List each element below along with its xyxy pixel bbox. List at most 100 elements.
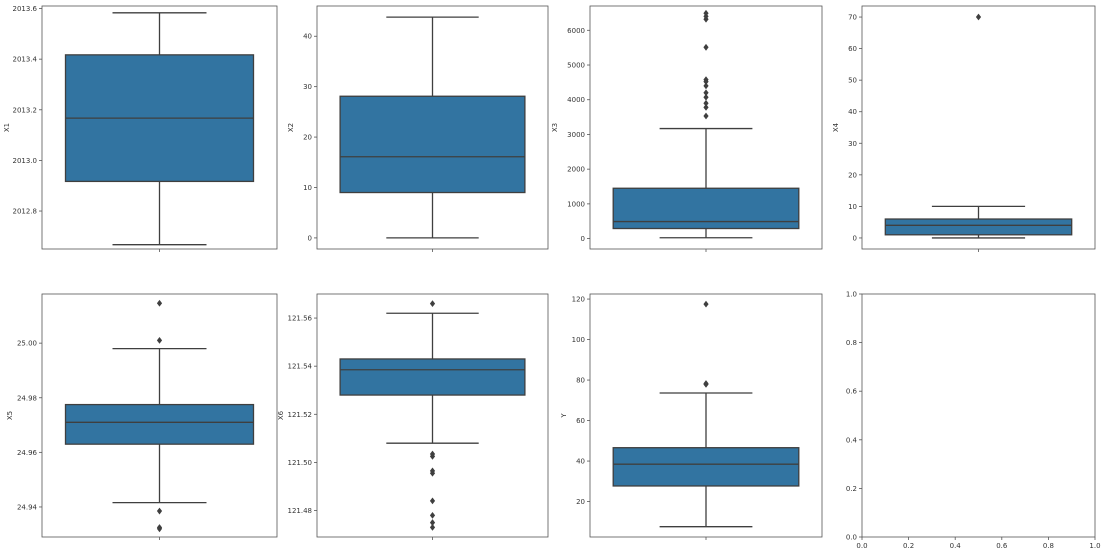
y-tick-label: 24.96 [17,449,38,457]
subplot-1: 2012.8 2013.0 2013.2 2013.4 2013.6 X1 [3,5,278,252]
y-tick-label: 0 [853,234,857,242]
axes-frame [41,293,278,538]
outlier-point [429,450,436,458]
y-tick-label: 30 [303,83,312,91]
y-tick-label: 6000 [567,27,585,35]
y-tick-label: 60 [576,417,585,425]
y-tick-label: 0 [581,235,585,243]
iqr-box [339,358,526,396]
y-tick-label: 24.98 [17,394,37,402]
outlier-point [703,89,709,97]
iqr-box [612,447,800,487]
subplot-6: 121.48 121.50 121.52 121.54 121.56 X6 [277,293,549,540]
outlier-point [156,507,163,515]
y-tick-label: 50 [848,77,857,85]
y-tick-label: 20 [576,498,585,506]
y-axis-label: X4 [832,122,840,132]
axes-frame [316,5,549,250]
outlier-point [703,82,709,90]
outlier-point [429,300,436,308]
outlier-point [703,300,709,308]
outlier-point [975,13,982,21]
y-tick-label: 121.56 [288,315,313,323]
subplot-3: 0 1000 2000 3000 4000 5000 6000 X3 [551,5,823,252]
y-axis-label: X5 [6,411,14,420]
y-tick-label: 0.4 [846,436,858,444]
iqr-box [884,218,1073,236]
outlier-point [429,497,436,505]
y-tick-label: 1.0 [846,291,857,299]
x-tick-label: 0.8 [1043,542,1054,550]
outlier-point [429,467,436,475]
y-tick-label: 121.48 [288,507,313,515]
y-tick-label: 80 [576,377,585,385]
y-tick-label: 30 [848,140,857,148]
y-tick-label: 40 [576,458,585,466]
y-tick-label: 2013.2 [13,106,38,114]
outlier-point [703,112,709,120]
y-tick-label: 25.00 [17,340,37,348]
y-tick-label: 0 [308,234,312,242]
y-tick-label: 40 [303,33,312,41]
y-tick-label: 2013.0 [13,157,38,165]
y-tick-label: 4000 [567,96,585,104]
subplot-8: 0.0 0.2 0.4 0.6 0.8 1.0 0.0 0.2 0.4 0.6 0.8 1.0 [846,291,1101,551]
axes-frame [861,5,1096,250]
y-axis-label: X2 [287,123,295,132]
y-tick-label: 40 [848,108,857,116]
subplot-7: 20 40 60 80 100 120 Y [560,293,823,540]
y-tick-label: 121.50 [288,459,313,467]
iqr-box [339,95,526,194]
y-tick-label: 2013.4 [13,56,38,64]
y-tick-label: 121.54 [288,363,313,371]
y-tick-label: 5000 [567,62,585,70]
outlier-point [156,524,163,531]
y-axis-label: X1 [3,123,11,132]
y-axis-label: X6 [277,410,285,420]
outlier-point [156,337,163,344]
y-tick-label: 20 [303,134,312,142]
outlier-point [703,93,709,101]
outlier-point [429,523,436,531]
x-tick-label: 1.0 [1089,542,1100,550]
axes-frame [589,293,823,538]
x-tick-label: 0.2 [903,542,914,550]
outlier-point [156,299,163,307]
x-tick-label: 0.4 [950,542,962,550]
iqr-box [64,403,255,445]
y-tick-label: 20 [848,171,857,179]
outlier-point [429,511,436,519]
y-tick-label: 60 [848,45,857,53]
outlier-point [703,43,709,51]
axes-frame [861,293,1096,538]
y-tick-label: 120 [572,296,585,304]
y-tick-label: 3000 [567,131,585,139]
y-tick-label: 1000 [567,200,585,208]
outlier-point [703,76,709,83]
y-tick-label: 2012.8 [13,208,38,216]
y-axis-label: Y [560,413,568,419]
outlier-point [703,9,709,17]
y-tick-label: 121.52 [288,411,313,419]
y-tick-label: 0.0 [846,534,857,542]
y-tick-label: 10 [848,203,857,211]
x-tick-label: 0.6 [996,542,1008,550]
axes-frame [316,293,549,538]
y-tick-label: 0.6 [846,388,858,396]
axes-frame [41,5,278,250]
subplot-4: 0 10 20 30 40 50 60 70 X4 [832,5,1096,252]
y-axis-label: X3 [551,123,559,132]
outlier-point [429,519,436,526]
outlier-point [703,99,709,107]
outlier-point [703,380,709,387]
y-tick-label: 2013.6 [13,5,38,13]
x-tick-label: 0.0 [856,542,867,550]
y-tick-label: 0.2 [846,485,857,493]
y-tick-label: 70 [848,14,857,22]
subplot-2: 0 10 20 30 40 X2 [287,5,549,252]
y-tick-label: 2000 [567,166,585,174]
y-tick-label: 100 [572,336,585,344]
outlier-point [703,103,709,111]
y-tick-label: 10 [303,184,312,192]
